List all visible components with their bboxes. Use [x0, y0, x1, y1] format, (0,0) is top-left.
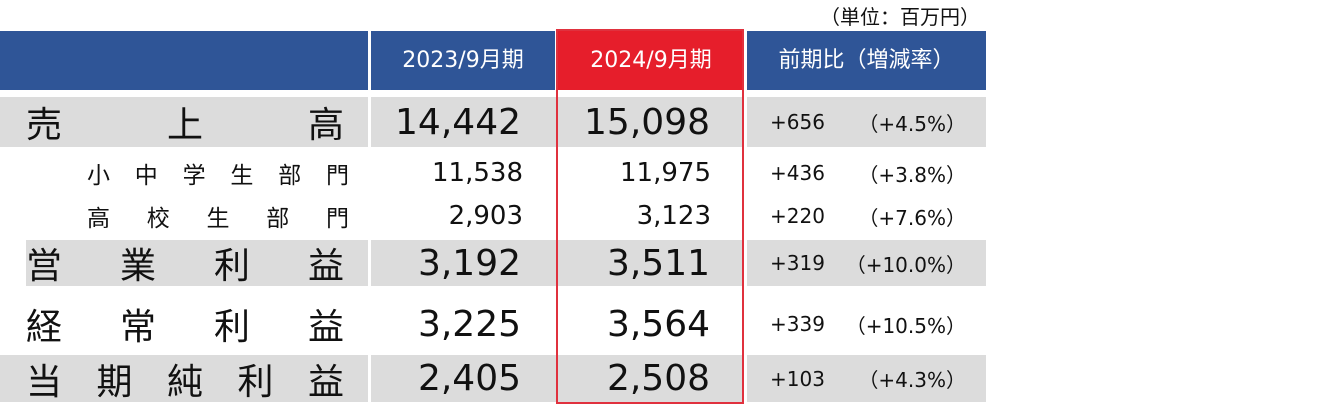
change-rate: （+10.5%） — [845, 313, 966, 338]
table-row-ordinary-income: 経 常 利 益 3,225 3,564 +339 （+10.5%） — [0, 298, 986, 350]
current-value: 15,098 — [584, 101, 710, 143]
row-label: 営 業 利 益 — [26, 246, 344, 287]
change-amount: +436 — [770, 161, 825, 185]
header-current-year: 2024/9月期 — [558, 31, 744, 90]
row-label: 高 校 生 部 門 — [87, 206, 349, 232]
table-row-elementary-junior: 小 中 学 生 部 門 11,538 11,975 +436 （+3.8%） — [0, 151, 986, 195]
row-gap — [0, 240, 26, 286]
table-row-net-income: 当 期 純 利 益 2,405 2,508 +103 （+4.3%） — [0, 355, 986, 403]
change-rate: （+4.5%） — [858, 111, 966, 136]
prev-value: 11,538 — [432, 158, 523, 188]
table-row-sales: 売 上 高 14,442 15,098 +656 （+4.5%） — [0, 97, 986, 147]
prev-value: 2,903 — [448, 201, 523, 231]
change-amount: +339 — [770, 312, 825, 336]
unit-note: （単位：百万円） — [820, 5, 980, 29]
prev-value: 3,192 — [417, 242, 521, 284]
header-label-cell — [0, 31, 368, 90]
row-label: 当 期 純 利 益 — [26, 361, 344, 403]
current-value: 11,975 — [620, 158, 711, 188]
change-amount: +220 — [770, 204, 825, 228]
prev-value: 3,225 — [417, 303, 521, 345]
table-row-operating-income: 営 業 利 益 3,192 3,511 +319 （+10.0%） — [0, 240, 986, 287]
row-label: 経 常 利 益 — [26, 307, 344, 348]
column-gap — [368, 90, 371, 404]
header-change: 前期比（増減率） — [747, 31, 986, 90]
change-amount: +319 — [770, 251, 825, 275]
change-rate: （+7.6%） — [858, 205, 966, 230]
table-row-high-school: 高 校 生 部 門 2,903 3,123 +220 （+7.6%） — [0, 195, 986, 237]
prev-value: 14,442 — [395, 101, 521, 143]
column-gap — [744, 90, 747, 404]
current-value: 3,123 — [636, 201, 711, 231]
change-rate: （+10.0%） — [845, 252, 966, 277]
change-amount: +656 — [770, 110, 825, 134]
change-amount: +103 — [770, 366, 825, 391]
prev-value: 2,405 — [417, 358, 521, 399]
change-rate: （+4.3%） — [858, 368, 966, 392]
header-prev-year: 2023/9月期 — [371, 31, 555, 90]
current-value: 3,511 — [606, 242, 710, 284]
row-label: 売 上 高 — [26, 105, 344, 146]
change-rate: （+3.8%） — [858, 162, 966, 187]
current-value: 2,508 — [606, 358, 710, 399]
current-value: 3,564 — [606, 303, 710, 345]
row-label: 小 中 学 生 部 門 — [87, 163, 349, 189]
